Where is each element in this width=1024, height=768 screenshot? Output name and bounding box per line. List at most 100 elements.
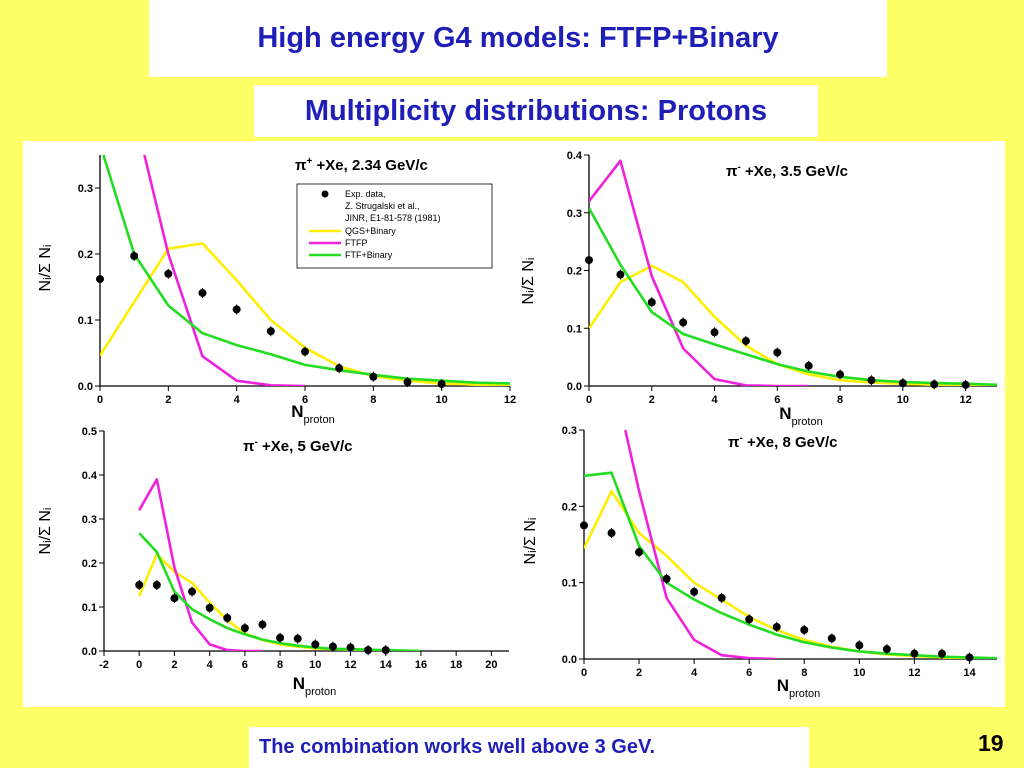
- data-point: [804, 361, 813, 370]
- data-point: [910, 649, 919, 658]
- panel-title: π- +Xe, 3.5 GeV/c: [726, 162, 848, 180]
- legend-data-marker: [321, 190, 329, 198]
- page-number: 19: [978, 730, 1004, 756]
- data-point: [301, 347, 309, 356]
- y-tick-label: 0.3: [78, 183, 93, 195]
- data-point: [647, 298, 656, 307]
- x-tick-label: 10: [897, 394, 909, 406]
- x-axis-label: Nproton: [777, 676, 820, 700]
- data-point: [772, 622, 781, 631]
- x-tick-label: 0: [581, 667, 587, 679]
- data-point: [135, 581, 144, 589]
- x-tick-label: 12: [959, 394, 971, 406]
- data-point: [188, 587, 197, 596]
- x-tick-label: 6: [774, 394, 780, 406]
- data-point: [607, 529, 616, 538]
- x-tick-label: 14: [380, 659, 393, 671]
- y-axis-label: Nᵢ/Σ Nᵢ: [37, 245, 54, 292]
- data-point: [690, 587, 699, 596]
- legend-entry: Z. Strugalski et al.,: [345, 201, 420, 211]
- data-point: [580, 521, 588, 530]
- y-tick-label: 0.0: [562, 654, 577, 666]
- data-point: [258, 620, 267, 629]
- x-tick-label: 0: [136, 659, 142, 671]
- legend-entry: FTFP: [345, 238, 368, 248]
- x-tick-label: 8: [277, 659, 283, 671]
- data-point: [710, 328, 719, 337]
- qgs-binary-line: [589, 264, 998, 386]
- slide-subtitle-box: Multiplicity distributions: Protons: [254, 85, 818, 137]
- x-axis-label: Nproton: [293, 674, 336, 698]
- ftf-binary-line: [584, 471, 998, 659]
- ftfp-line: [143, 154, 306, 386]
- data-point: [937, 649, 946, 658]
- plot-panel-1: 0 2 4 6 8 10 12 0.0 0.1 0.2 0.3 π+ +Xe, 2.34 GeV/c N…: [37, 154, 516, 426]
- data-point: [679, 318, 688, 327]
- panel-title: π+ +Xe, 2.34 GeV/c: [295, 156, 428, 174]
- x-tick-label: 14: [963, 667, 976, 679]
- data-point: [198, 288, 207, 297]
- data-point: [152, 581, 161, 589]
- y-tick-label: 0.3: [567, 208, 582, 220]
- data-point: [965, 653, 974, 662]
- data-point: [346, 643, 355, 652]
- x-tick-label: 4: [234, 394, 241, 406]
- ftf-binary-line: [589, 207, 998, 386]
- data-point: [223, 614, 232, 622]
- ftfp-line: [138, 478, 263, 651]
- plots-canvas: 0 2 4 6 8 10 12 0.0 0.1 0.2 0.3 π+ +Xe, 2.34 GeV/c N…: [37, 150, 998, 700]
- x-tick-label: 12: [908, 667, 920, 679]
- y-tick-label: 0.2: [562, 501, 577, 513]
- x-tick-label: 16: [415, 659, 427, 671]
- caption-text: The combination works well above 3 GeV.: [259, 736, 656, 758]
- x-axis-label: Nproton: [779, 404, 822, 428]
- data-point: [882, 645, 891, 654]
- y-tick-label: 0.0: [567, 381, 582, 393]
- x-tick-label: 10: [436, 394, 448, 406]
- data-point: [328, 642, 337, 651]
- legend-entry: Exp. data,: [345, 189, 386, 199]
- y-tick-label: 0.3: [562, 425, 577, 437]
- data-point: [800, 625, 809, 634]
- data-point: [276, 633, 285, 642]
- x-tick-label: 6: [302, 394, 308, 406]
- x-tick-label: 12: [344, 659, 356, 671]
- y-tick-label: 0.1: [567, 323, 582, 335]
- y-tick-label: 0.5: [82, 426, 97, 438]
- data-point: [364, 646, 373, 655]
- y-tick-label: 0.2: [567, 266, 582, 278]
- data-point: [170, 594, 179, 603]
- x-tick-label: 2: [171, 659, 177, 671]
- legend-entry: JINR, E1-81-578 (1981): [345, 213, 441, 223]
- x-tick-label: 6: [746, 667, 752, 679]
- data-point: [381, 646, 390, 655]
- slide-subtitle: Multiplicity distributions: Protons: [304, 94, 768, 127]
- legend-entry: QGS+Binary: [345, 226, 396, 236]
- data-point: [369, 372, 378, 381]
- data-point: [335, 364, 344, 373]
- data-point: [437, 380, 446, 389]
- slide-title: High energy G4 models: FTFP+Binary: [257, 22, 779, 54]
- legend-entry: FTF+Binary: [345, 250, 393, 260]
- data-point: [836, 370, 845, 379]
- ftfp-line: [589, 159, 809, 386]
- x-tick-label: 6: [242, 659, 248, 671]
- qgs-binary-line: [100, 242, 511, 386]
- y-tick-label: 0.2: [78, 249, 93, 261]
- plot-panel-4: 0 2 4 6 8 10 12 14 0.0 0.1 0.2 0.3 π- +Xe, 8 GeV/c Np…: [522, 425, 998, 700]
- x-tick-label: 4: [711, 394, 718, 406]
- x-tick-label: 4: [691, 667, 698, 679]
- data-point: [635, 548, 644, 557]
- panel-title: π- +Xe, 8 GeV/c: [728, 433, 837, 451]
- x-tick-label: 18: [450, 659, 462, 671]
- data-point: [867, 376, 876, 385]
- panel-title: π- +Xe, 5 GeV/c: [243, 437, 352, 455]
- data-point: [164, 269, 173, 278]
- data-point: [130, 251, 139, 260]
- y-axis-label: Nᵢ/Σ Nᵢ: [520, 258, 537, 305]
- x-tick-label: 10: [853, 667, 865, 679]
- data-point: [293, 634, 302, 643]
- data-point: [585, 256, 593, 265]
- data-point: [827, 634, 836, 643]
- x-tick-label: 12: [504, 394, 516, 406]
